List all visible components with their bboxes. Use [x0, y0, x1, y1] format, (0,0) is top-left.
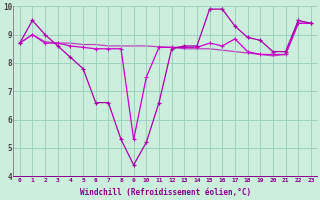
X-axis label: Windchill (Refroidissement éolien,°C): Windchill (Refroidissement éolien,°C) [80, 188, 251, 197]
